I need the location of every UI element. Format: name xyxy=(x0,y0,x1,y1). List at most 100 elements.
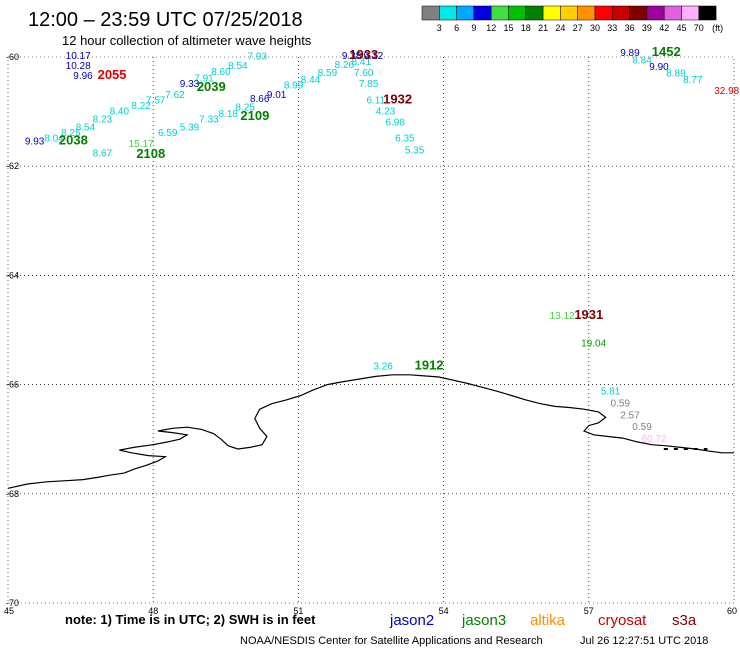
colorbar-swatch xyxy=(629,5,648,21)
wave-height-label: 6.35 xyxy=(395,134,415,145)
pass-time-label: 1931 xyxy=(574,307,603,322)
wave-height-label: 5.35 xyxy=(405,146,425,157)
colorbar-unit: (ft) xyxy=(712,23,723,33)
wave-height-label: 8.54 xyxy=(228,61,248,72)
colorbar-swatch xyxy=(681,5,700,21)
colorbar-swatch xyxy=(525,5,544,21)
wave-height-label: 8.66 xyxy=(250,94,270,105)
wave-height-label: 7.93 xyxy=(248,52,268,63)
legend-jason3: jason3 xyxy=(461,612,506,629)
colorbar-tick-label: 21 xyxy=(538,23,548,33)
wave-height-label: 9.96 xyxy=(73,71,93,82)
colorbar-swatch xyxy=(542,5,561,21)
wave-height-label: 9.90 xyxy=(649,62,669,73)
colorbar-tick-label: 3 xyxy=(437,23,442,33)
wave-height-label: 8.44 xyxy=(301,75,321,86)
colorbar-swatch xyxy=(560,5,578,21)
legend-cryosat: cryosat xyxy=(598,612,647,629)
antarctic-coastline xyxy=(7,374,734,489)
colorbar-swatch xyxy=(473,5,492,21)
colorbar-tick-label: 27 xyxy=(573,23,583,33)
colorbar-swatch xyxy=(646,5,665,21)
lon-tick-label: 45 xyxy=(4,606,14,616)
pass-time-label: 1933 xyxy=(349,47,378,62)
wave-height-label: 5.39 xyxy=(180,123,200,134)
wave-height-label: 8.54 xyxy=(76,123,96,134)
colorbar-tick-label: 70 xyxy=(694,23,704,33)
pass-time-label: 2039 xyxy=(197,79,226,94)
colorbar-tick-label: 36 xyxy=(625,23,635,33)
wave-height-label: 6.98 xyxy=(385,117,405,128)
wave-height-label: 7.91 xyxy=(194,74,214,85)
colorbar-tick-label: 12 xyxy=(486,23,496,33)
lat-tick-label: -60 xyxy=(6,52,19,62)
wave-height-label: 8.89 xyxy=(666,69,686,80)
colorbar-tick-label: 39 xyxy=(642,23,652,33)
colorbar-tick-label: 30 xyxy=(590,23,600,33)
footer-timestamp: Jul 26 12:27:51 UTC 2018 xyxy=(580,635,708,647)
pass-time-label: 2055 xyxy=(98,67,127,82)
lon-tick-label: 60 xyxy=(727,606,737,616)
coastline-path xyxy=(7,374,734,489)
wave-height-label: 8.99 xyxy=(284,81,304,92)
pass-time-labels: 2055 2038 2039 2109 2108 1933 1932 1452 1931 1912 xyxy=(59,44,681,372)
pass-time-label: 1452 xyxy=(652,44,681,59)
wave-height-label: 7.85 xyxy=(359,79,379,90)
wave-height-label: 8.59 xyxy=(318,68,338,79)
lat-tick-label: -70 xyxy=(6,598,19,608)
pass-time-label: 2108 xyxy=(136,146,165,161)
colorbar-swatch xyxy=(456,5,475,21)
lon-tick-label: 57 xyxy=(584,606,594,616)
pass-time-label: 1912 xyxy=(415,357,444,372)
wave-height-label: 9.12 xyxy=(364,51,384,62)
wave-height-label: 9.89 xyxy=(620,48,640,59)
pass-time-label: 1932 xyxy=(383,91,412,106)
wave-height-label: 19.04 xyxy=(581,338,606,349)
lat-tick-label: -62 xyxy=(6,161,19,171)
pass-time-label: 2109 xyxy=(240,108,269,123)
wave-height-label: 3.26 xyxy=(373,361,393,372)
wave-height-label: 10.28 xyxy=(66,61,91,72)
satellite-legend: jason2 jason3 altika cryosat s3a xyxy=(389,612,697,629)
wave-height-label: 9.38 xyxy=(342,51,362,62)
wave-height-label: 8.67 xyxy=(93,148,113,159)
wave-height-label: 9.93 xyxy=(25,136,45,147)
wave-height-label: 9.33 xyxy=(180,79,200,90)
wave-height-label: 7.60 xyxy=(354,68,374,79)
wave-height-label: 0.59 xyxy=(611,398,631,409)
lat-lon-grid xyxy=(7,56,735,604)
wave-height-label: 60.72 xyxy=(642,434,667,445)
colorbar-tick-label: 18 xyxy=(521,23,531,33)
colorbar-tick-label: 45 xyxy=(676,23,686,33)
wave-height-label: 8.25 xyxy=(61,128,81,139)
lat-tick-label: -68 xyxy=(6,489,19,499)
colorbar-swatch xyxy=(577,5,596,21)
lat-tick-label: -66 xyxy=(6,380,19,390)
colorbar-swatch xyxy=(663,5,682,21)
wave-height-label: 6.59 xyxy=(158,128,178,139)
colorbar-swatch xyxy=(612,5,630,21)
colorbar-swatch xyxy=(594,5,613,21)
wave-height-label: 15.17 xyxy=(129,139,154,150)
colorbar-tick-label: 42 xyxy=(659,23,669,33)
wave-height-label: 8.23 xyxy=(93,115,113,126)
wave-height-label: 7.57 xyxy=(146,95,166,106)
wave-height-label: 5.81 xyxy=(601,386,621,397)
wave-height-label: 8.77 xyxy=(683,75,703,86)
wave-height-label: 0.59 xyxy=(632,422,652,433)
wave-height-label: 13.12 xyxy=(550,311,575,322)
wave-height-label: 8.40 xyxy=(110,106,130,117)
colorbar-swatch xyxy=(421,5,440,21)
wave-height-label: 7.62 xyxy=(165,90,185,101)
colorbar-tick-label: 6 xyxy=(454,23,459,33)
wave-height-label: 8.22 xyxy=(131,101,151,112)
wave-height-label: 32.98 xyxy=(714,86,739,97)
wave-height-label: 6.11 xyxy=(366,95,385,106)
colorbar-swatch xyxy=(439,5,457,21)
map-title: 12:00 – 23:59 UTC 07/25/2018 xyxy=(28,9,303,31)
legend-altika: altika xyxy=(530,612,566,629)
